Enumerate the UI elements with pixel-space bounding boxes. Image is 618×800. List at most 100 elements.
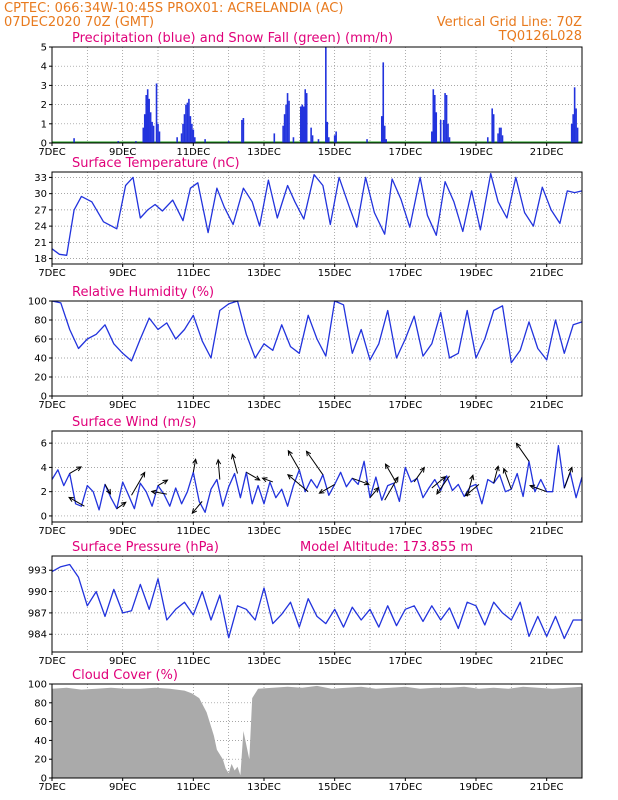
- precip-bar: [158, 131, 161, 143]
- x-tick-label: 11DEC: [176, 656, 210, 667]
- wind-arrow-shaft: [436, 475, 450, 495]
- wind-arrow-head: [419, 466, 425, 473]
- x-tick-label: 7DEC: [38, 656, 65, 667]
- panel-subtitle: Model Altitude: 173.855 m: [300, 540, 473, 555]
- x-tick-label: 9DEC: [109, 400, 136, 411]
- wind-arrow-shaft: [246, 471, 260, 481]
- y-tick-label: 0: [41, 511, 47, 522]
- y-tick-label: 27: [34, 205, 47, 216]
- panel-frame: [51, 300, 583, 397]
- y-tick-label: 984: [28, 630, 47, 641]
- x-tick-label: 11DEC: [176, 268, 210, 279]
- panel-frame: [51, 171, 583, 265]
- precip-bar: [117, 141, 120, 143]
- precip-bar: [189, 116, 192, 143]
- x-tick-label: 11DEC: [176, 526, 210, 537]
- x-tick-label: 11DEC: [176, 400, 210, 411]
- wind-arrow-shaft: [352, 477, 370, 485]
- panel-border: [51, 683, 583, 779]
- x-tick-label: 9DEC: [109, 526, 136, 537]
- y-tick-label: 4: [41, 463, 47, 474]
- panel-title: Surface Temperature (nC): [72, 156, 240, 171]
- y-tick-label: 2: [41, 487, 47, 498]
- y-tick-label: 33: [34, 173, 47, 184]
- wind-arrow-shaft: [369, 487, 379, 499]
- wind-arrow-head: [440, 475, 447, 482]
- precip-bar: [182, 123, 184, 143]
- x-tick-label: 7DEC: [38, 782, 65, 793]
- x-tick-label: 19DEC: [459, 147, 493, 158]
- precip-bar: [180, 133, 183, 143]
- precip-bar: [151, 121, 153, 143]
- precip-bar: [486, 137, 489, 143]
- precip-bar: [305, 93, 308, 143]
- wind-arrow-head: [305, 450, 312, 457]
- precip-bar: [176, 137, 178, 143]
- precip-bar: [325, 47, 327, 143]
- panel-border: [51, 171, 583, 265]
- precip-bar: [385, 139, 387, 143]
- x-tick-label: 7DEC: [38, 526, 65, 537]
- wind-arrow-shaft: [413, 467, 425, 483]
- panel-title: Cloud Cover (%): [72, 668, 178, 683]
- y-tick-label: 80: [34, 698, 47, 709]
- precip-bar: [288, 100, 290, 143]
- wind-arrow-shaft: [385, 463, 397, 484]
- panel-1: 0 1 2 3 4 5 7DEC 9DEC 11DEC 13DEC 15DEC 17DEC 19DEC 2…: [38, 31, 583, 158]
- precip-bar: [333, 135, 336, 143]
- wind-arrow-head: [140, 471, 146, 478]
- precip-bar: [227, 141, 230, 143]
- panel-border: [51, 555, 583, 653]
- precip-bar: [204, 139, 206, 143]
- y-tick-label: 40: [34, 354, 47, 365]
- wind-arrow-head: [529, 484, 536, 490]
- panels: 0 1 2 3 4 5 7DEC 9DEC 11DEC 13DEC 15DEC 17DEC 19DEC 2…: [28, 31, 583, 793]
- wind-arrow-shaft: [151, 490, 167, 495]
- precip-bar: [300, 106, 302, 143]
- wind-arrow-shaft: [529, 485, 547, 493]
- series-line: [51, 172, 583, 256]
- precip-bar: [183, 114, 186, 143]
- panel-6: 0 20 40 60 80 100 7DEC 9DEC 11DEC 13DEC 15DEC 17DEC…: [28, 668, 583, 793]
- wind-arrow-head: [261, 477, 268, 483]
- y-tick-label: 100: [28, 297, 47, 308]
- y-tick-label: 2: [41, 100, 47, 111]
- x-tick-label: 15DEC: [318, 782, 352, 793]
- header-model-id: TQ0126L028: [498, 29, 582, 44]
- precip-bar: [492, 114, 495, 143]
- wind-arrow-shaft: [191, 501, 203, 514]
- x-tick-label: 13DEC: [247, 147, 281, 158]
- y-tick-label: 18: [34, 254, 47, 265]
- y-tick-label: 60: [34, 335, 47, 346]
- x-tick-label: 17DEC: [388, 656, 422, 667]
- series-line: [51, 563, 582, 640]
- wind-arrow-head: [363, 480, 370, 486]
- wind-arrow-shaft: [287, 450, 300, 471]
- precip-bar: [185, 104, 187, 143]
- precip-bar: [292, 137, 295, 143]
- precip-bar: [439, 119, 442, 143]
- x-tick-label: 15DEC: [318, 400, 352, 411]
- y-tick-label: 990: [28, 587, 47, 598]
- x-tick-label: 11DEC: [176, 782, 210, 793]
- wind-arrow-head: [464, 490, 471, 497]
- wind-arrow-shaft: [116, 501, 127, 510]
- precip-bar: [432, 89, 435, 143]
- precip-bar: [285, 104, 287, 143]
- wind-arrow-shaft: [493, 466, 499, 484]
- wind-arrow-shaft: [131, 472, 146, 496]
- precip-bar: [570, 123, 573, 143]
- precip-bar: [573, 87, 576, 143]
- cloud-cover-area: [52, 685, 582, 778]
- panel-frame: [51, 46, 583, 144]
- x-tick-label: 7DEC: [38, 268, 65, 279]
- y-tick-label: 3: [41, 81, 47, 92]
- precip-bar: [301, 104, 304, 143]
- precip-bar: [442, 119, 445, 143]
- y-tick-label: 30: [34, 189, 47, 200]
- precip-bar: [572, 114, 574, 143]
- x-tick-label: 13DEC: [247, 526, 281, 537]
- wind-arrow-head: [254, 475, 261, 481]
- precip-bar: [145, 95, 148, 143]
